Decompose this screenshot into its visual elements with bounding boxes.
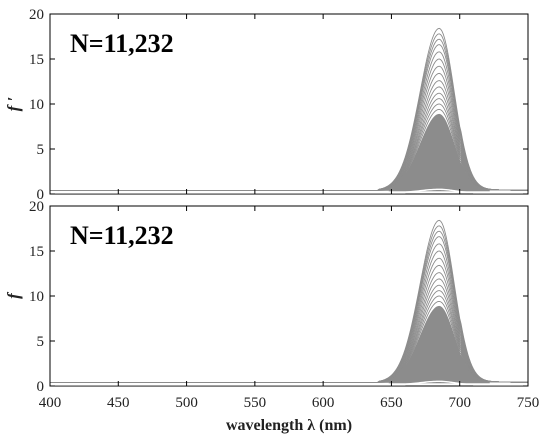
bottom-y-axis-ticks: 0 5 10 15 20 (29, 199, 528, 395)
top-series-curves (50, 27, 529, 194)
bottom-y-axis-label: f (4, 291, 23, 299)
y-tick-label: 5 (37, 142, 45, 158)
bottom-annotation-sample-count: N=11,232 (70, 221, 174, 250)
bottom-panel: 0 5 10 15 20 400 450 500 550 600 650 700 750 N=11,2… (4, 199, 539, 434)
series-line-min (50, 380, 528, 386)
bottom-series-curves (50, 219, 529, 386)
y-tick-label: 10 (29, 289, 44, 305)
y-tick-label: 15 (29, 244, 44, 260)
top-y-axis-ticks: 0 5 10 15 20 (29, 7, 528, 203)
y-tick-label: 0 (37, 187, 45, 203)
top-y-axis-label: f ′ (4, 97, 23, 112)
y-tick-label: 10 (29, 97, 44, 113)
bottom-x-axis-ticks: 400 450 500 550 600 650 700 750 (39, 206, 540, 411)
series-line-min (50, 188, 528, 194)
y-tick-label: 20 (29, 7, 44, 23)
x-tick-label: 550 (244, 395, 267, 411)
x-axis-label: wavelength λ (nm) (226, 417, 352, 434)
x-tick-label: 600 (312, 395, 335, 411)
dense-series-core (388, 113, 490, 192)
dense-series-core (388, 305, 490, 384)
x-tick-label: 450 (107, 395, 130, 411)
x-tick-label: 500 (175, 395, 198, 411)
y-tick-label: 20 (29, 199, 44, 215)
x-tick-label: 650 (380, 395, 403, 411)
y-tick-label: 15 (29, 52, 44, 68)
top-annotation-sample-count: N=11,232 (70, 29, 174, 58)
x-tick-label: 400 (39, 395, 62, 411)
y-tick-label: 5 (37, 334, 45, 350)
top-panel: 0 5 10 15 20 N=11,232 f ′ (4, 7, 529, 203)
x-tick-label: 750 (517, 395, 540, 411)
top-x-axis-ticks (49, 14, 529, 194)
y-tick-label: 0 (37, 379, 45, 395)
x-tick-label: 700 (448, 395, 471, 411)
